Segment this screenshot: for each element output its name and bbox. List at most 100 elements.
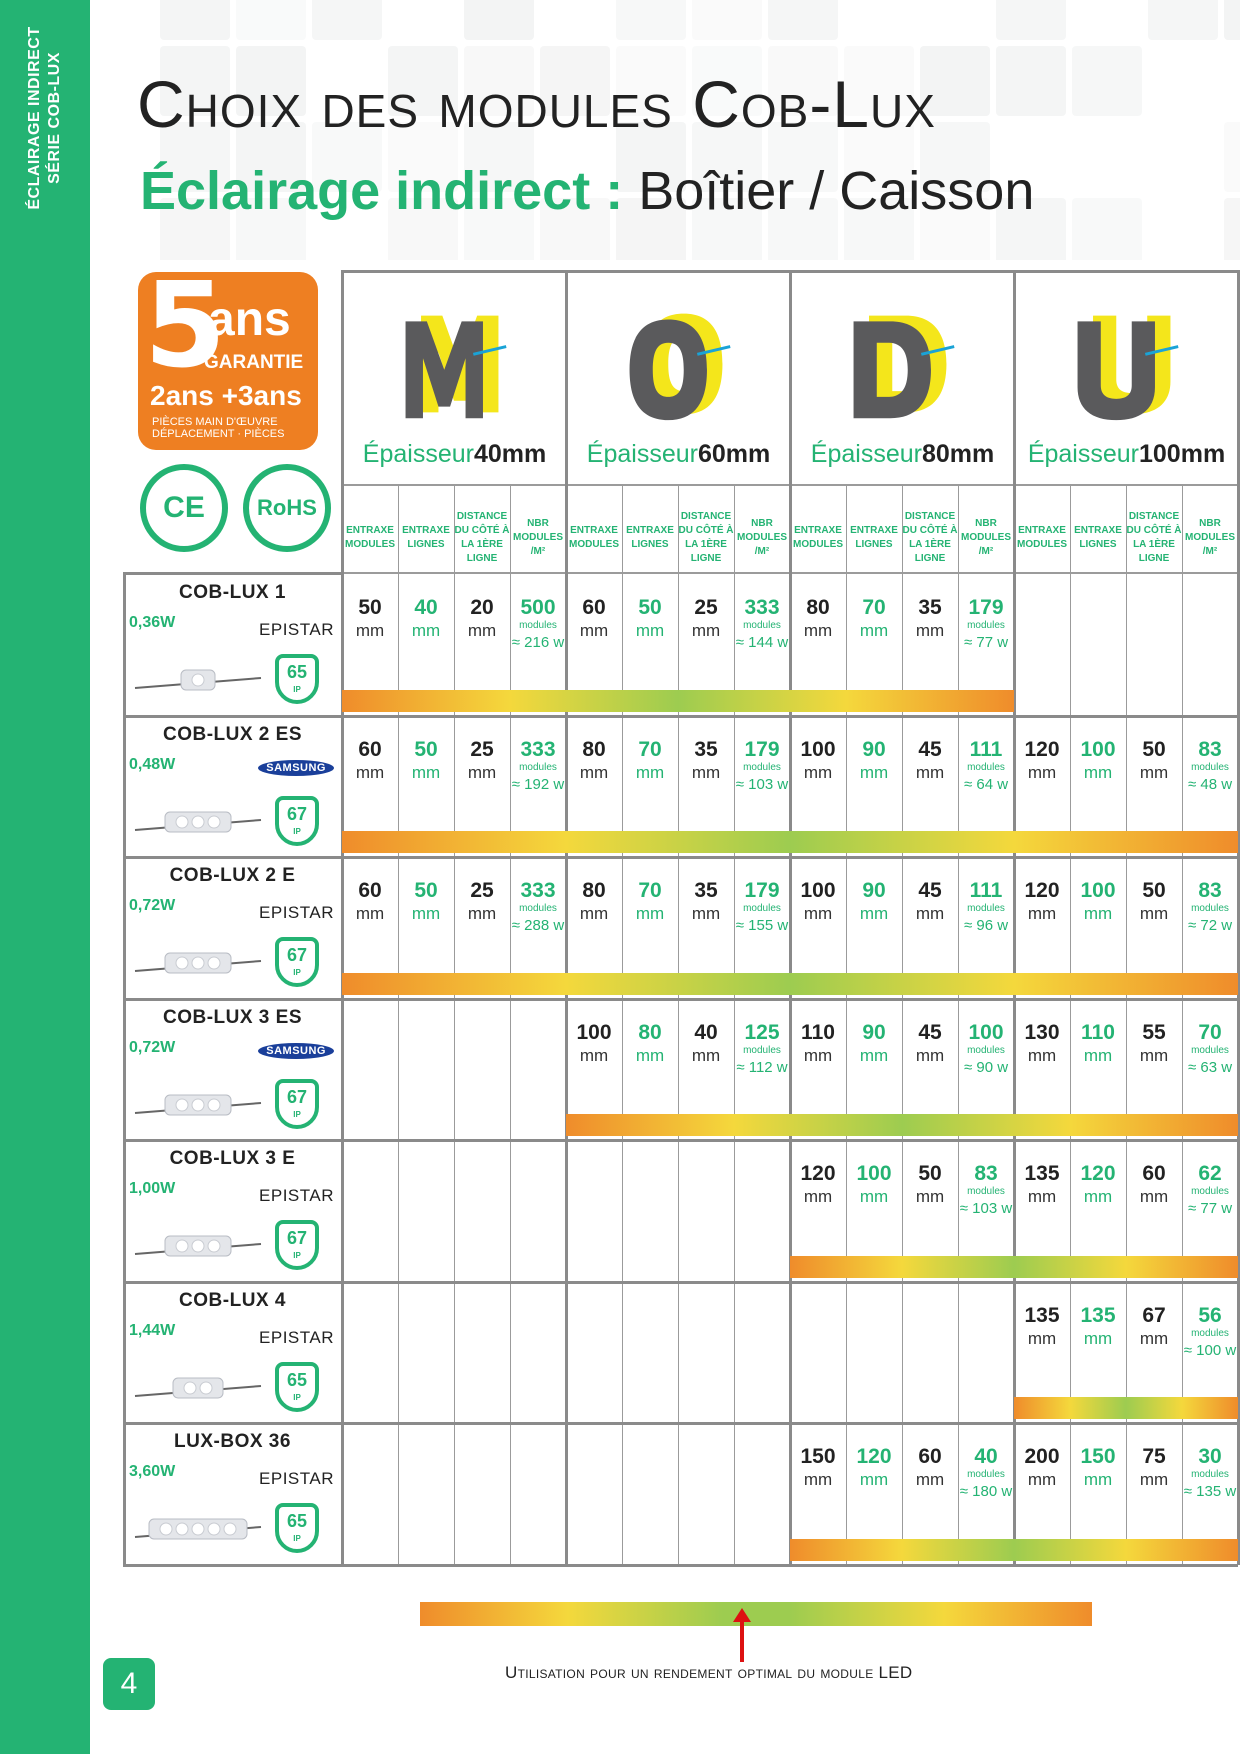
cell-value: 135	[1014, 1162, 1070, 1186]
cell-nbr-modules: 70 modules ≈ 63 w	[1182, 1021, 1238, 1079]
cell-watts: ≈ 77 w	[958, 632, 1014, 654]
module-name: COB-LUX 4	[123, 1290, 342, 1312]
legend-caption: Utilisation pour un rendement optimal du…	[505, 1663, 913, 1683]
ce-mark-icon: CE	[140, 464, 228, 552]
cell-unit: mm	[1126, 1469, 1182, 1491]
ip-rating-shield-icon: 65 IP	[275, 1503, 319, 1553]
warranty-badge: 5 ans GARANTIE 2ans +3ans PIÈCES MAIN D'…	[138, 272, 318, 450]
thickness-value: 100mm	[1139, 440, 1225, 468]
cell-entraxe-modules: 60 mm	[342, 879, 398, 925]
module-row-label: COB-LUX 3 ES 0,72W SAMSUNG 67 IP	[123, 999, 342, 1139]
module-name: COB-LUX 2 ES	[123, 724, 342, 746]
cell-value: 120	[790, 1162, 846, 1186]
optimal-range-bar	[342, 690, 1014, 712]
ip-rating-shield-icon: 65 IP	[275, 654, 319, 704]
cell-watts: ≈ 64 w	[958, 774, 1014, 796]
cell-nbr-modules: 56 modules ≈ 100 w	[1182, 1304, 1238, 1362]
cell-entraxe-modules: 135 mm	[1014, 1162, 1070, 1208]
cell-value: 50	[622, 596, 678, 620]
column-header: ENTRAXE LIGNES	[1070, 500, 1126, 576]
background-tile	[1072, 198, 1142, 260]
cell-nbr-modules: 179 modules ≈ 77 w	[958, 596, 1014, 654]
cell-nbr-modules: 333 modules ≈ 192 w	[510, 738, 566, 796]
ip-rating-shield-icon: 65 IP	[275, 1362, 319, 1412]
cell-distance: 35 mm	[678, 879, 734, 925]
background-tile	[236, 0, 306, 40]
ip-label: IP	[279, 1252, 315, 1260]
column-header: DISTANCE DU CÔTÉ À LA 1ÈRE LIGNE	[678, 500, 734, 576]
cell-unit: mm	[902, 903, 958, 925]
letter-d-icon	[840, 304, 960, 424]
column-header: ENTRAXE LIGNES	[846, 500, 902, 576]
cell-value: 35	[902, 596, 958, 620]
cell-nbr-modules: 333 modules ≈ 288 w	[510, 879, 566, 937]
cell-unit: mm	[846, 620, 902, 642]
cell-value: 60	[566, 596, 622, 620]
module-name: LUX-BOX 36	[123, 1431, 342, 1453]
cell-distance: 55 mm	[1126, 1021, 1182, 1067]
column-header: NBR MODULES /M²	[1182, 500, 1238, 576]
cell-unit: mm	[622, 1045, 678, 1067]
led-module-image	[133, 664, 263, 698]
letter-m-icon	[392, 304, 512, 424]
cell-distance: 25 mm	[678, 596, 734, 642]
ip-rating-shield-icon: 67 IP	[275, 1220, 319, 1270]
cell-distance: 67 mm	[1126, 1304, 1182, 1350]
cell-nbr-modules: 179 modules ≈ 103 w	[734, 738, 790, 796]
module-row-label: COB-LUX 2 E 0,72W EPISTAR 67 IP	[123, 857, 342, 997]
cell-watts: ≈ 72 w	[1182, 915, 1238, 937]
cell-nbr-modules: 40 modules ≈ 180 w	[958, 1445, 1014, 1503]
cell-entraxe-lignes: 80 mm	[622, 1021, 678, 1067]
cell-value: 110	[790, 1021, 846, 1045]
background-tile	[1224, 0, 1240, 40]
cell-unit: mm	[1126, 903, 1182, 925]
cell-entraxe-modules: 110 mm	[790, 1021, 846, 1067]
cell-unit: mm	[790, 620, 846, 642]
thickness-value: 60mm	[698, 440, 770, 468]
module-row-label: COB-LUX 2 ES 0,48W SAMSUNG 67 IP	[123, 716, 342, 856]
up-arrow-shaft	[740, 1618, 744, 1662]
cell-watts: ≈ 103 w	[958, 1198, 1014, 1220]
cell-value: 45	[902, 738, 958, 762]
background-tile	[1072, 46, 1142, 116]
cell-distance: 25 mm	[454, 738, 510, 784]
module-wattage: 3,60W	[129, 1463, 175, 1481]
cell-watts: ≈ 192 w	[510, 774, 566, 796]
cell-distance: 25 mm	[454, 879, 510, 925]
cell-value: 150	[790, 1445, 846, 1469]
cell-distance: 20 mm	[454, 596, 510, 642]
cell-entraxe-lignes: 70 mm	[622, 738, 678, 784]
page-subtitle: Éclairage indirect : Boîtier / Caisson	[140, 160, 1034, 222]
warranty-details: PIÈCES MAIN D'ŒUVRE DÉPLACEMENT · PIÈCES	[152, 416, 284, 440]
cell-unit: modules	[1182, 903, 1238, 915]
cell-value: 90	[846, 1021, 902, 1045]
subtitle-rest: Boîtier / Caisson	[638, 161, 1034, 221]
ip-rating-shield-icon: 67 IP	[275, 796, 319, 846]
cell-unit: mm	[398, 762, 454, 784]
cell-value: 120	[846, 1445, 902, 1469]
module-row-label: COB-LUX 4 1,44W EPISTAR 65 IP	[123, 1282, 342, 1422]
ip-label: IP	[279, 1111, 315, 1119]
background-tile	[616, 0, 686, 40]
thickness-value: 40mm	[474, 440, 546, 468]
cell-value: 75	[1126, 1445, 1182, 1469]
cell-value: 150	[1070, 1445, 1126, 1469]
cell-nbr-modules: 179 modules ≈ 155 w	[734, 879, 790, 937]
cell-unit: mm	[1126, 1328, 1182, 1350]
cell-entraxe-lignes: 90 mm	[846, 879, 902, 925]
cell-distance: 35 mm	[678, 738, 734, 784]
cell-unit: mm	[902, 1469, 958, 1491]
thickness-label: Épaisseur40mm	[342, 440, 567, 469]
letter-u-icon	[1064, 304, 1184, 424]
cell-unit: mm	[1014, 762, 1070, 784]
brand-logo: SAMSUNG	[258, 760, 334, 776]
column-header: ENTRAXE MODULES	[566, 500, 622, 576]
cell-unit: mm	[678, 762, 734, 784]
cell-entraxe-lignes: 120 mm	[1070, 1162, 1126, 1208]
cell-value: 50	[398, 738, 454, 762]
cell-value: 135	[1014, 1304, 1070, 1328]
cell-watts: ≈ 90 w	[958, 1057, 1014, 1079]
cell-value: 100	[1070, 738, 1126, 762]
optimal-range-bar	[566, 1114, 1238, 1136]
background-tile	[768, 0, 838, 40]
